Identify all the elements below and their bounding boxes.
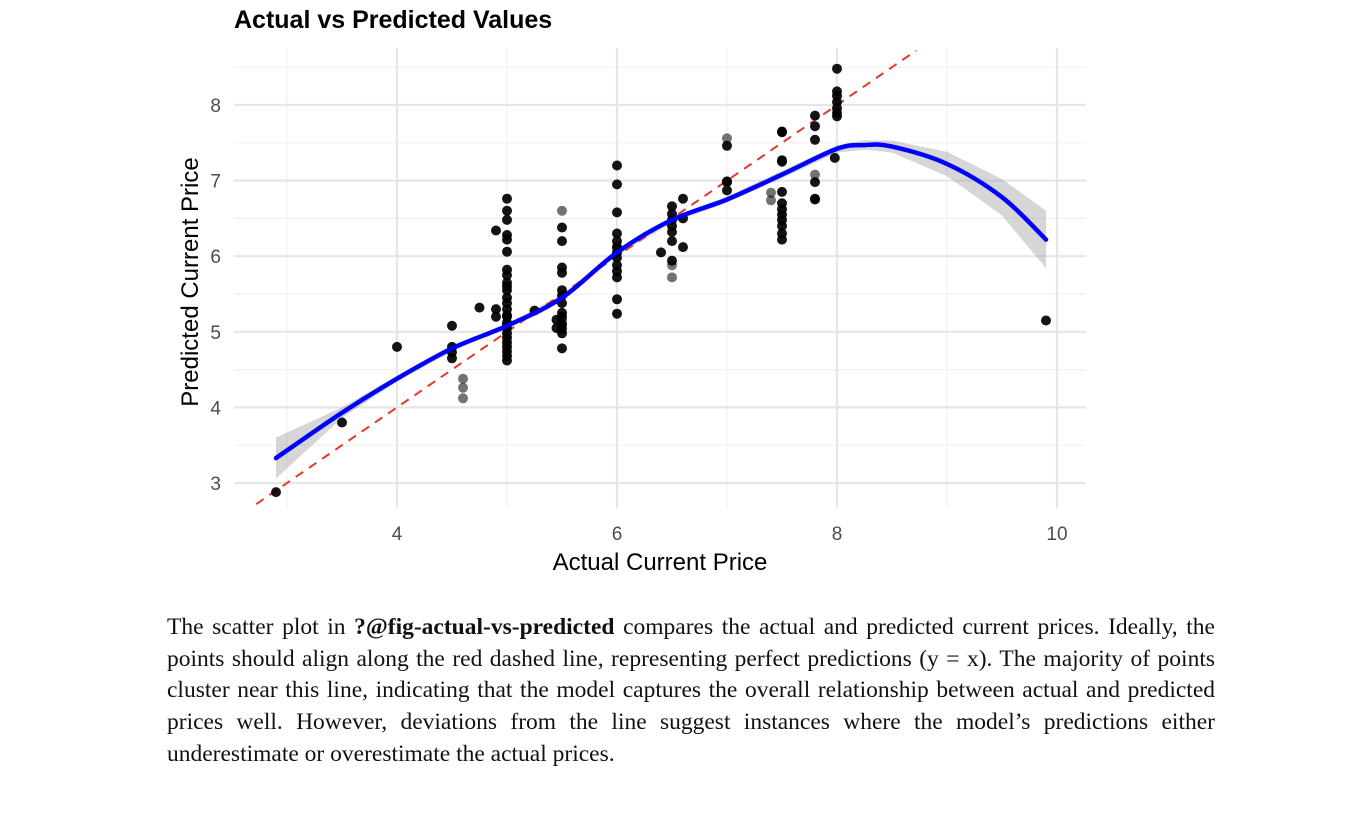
data-point (491, 304, 501, 315)
data-point (810, 194, 820, 205)
data-point (502, 214, 512, 225)
x-axis-label: Actual Current Price (553, 549, 768, 576)
data-point (447, 353, 457, 364)
y-tick-label: 3 (210, 474, 221, 495)
y-axis-label: Predicted Current Price (177, 157, 204, 406)
figure-reference: ?@fig-actual-vs-predicted (354, 614, 615, 640)
actual-vs-predicted-chart: Actual vs Predicted Values 4 6 8 10 345678 … (177, 6, 1086, 576)
data-point (612, 207, 622, 218)
data-point (766, 195, 776, 206)
data-point (667, 227, 677, 237)
data-point (474, 302, 485, 313)
confidence-band (276, 140, 1046, 479)
x-tick-label: 8 (832, 524, 843, 545)
data-point (832, 63, 842, 74)
y-tick-label: 7 (210, 172, 221, 193)
data-point (667, 236, 677, 247)
data-point (502, 205, 512, 216)
data-point (557, 222, 567, 233)
data-point (458, 393, 468, 404)
data-point (502, 311, 512, 322)
data-point (678, 242, 688, 253)
data-point (612, 294, 622, 305)
chart-title: Actual vs Predicted Values (234, 6, 552, 34)
data-point (722, 133, 732, 144)
data-point (810, 121, 820, 132)
y-tick-label: 8 (210, 96, 221, 117)
x-tick-label: 10 (1046, 524, 1067, 545)
y-axis-ticks: 3 4 5 6 7 8 (210, 96, 221, 495)
y-tick-label: 6 (210, 247, 221, 268)
data-point (502, 281, 512, 292)
data-point (810, 110, 820, 121)
data-point (612, 308, 622, 319)
x-tick-label: 4 (392, 524, 403, 545)
figure-caption: The scatter plot in ?@fig-actual-vs-pred… (167, 612, 1215, 771)
y-tick-label: 5 (210, 323, 221, 344)
x-tick-label: 6 (612, 524, 623, 545)
data-point (502, 270, 512, 281)
data-point (557, 319, 567, 330)
minor-grid (234, 48, 1086, 508)
caption-body: compares the actual and predicted curren… (167, 614, 1215, 767)
data-point (502, 234, 512, 245)
data-point (777, 234, 787, 245)
data-point (557, 236, 567, 247)
data-point (810, 169, 820, 180)
smooth-trend-line (273, 142, 1049, 461)
data-point (832, 111, 842, 122)
data-point (667, 201, 677, 212)
data-point (678, 193, 688, 204)
data-point (667, 260, 677, 271)
data-point (722, 177, 732, 188)
data-point (458, 382, 468, 393)
data-point (829, 152, 840, 163)
data-point (447, 320, 457, 331)
data-point (777, 127, 787, 138)
data-point (667, 272, 677, 283)
major-grid (234, 48, 1086, 508)
data-point (557, 328, 567, 339)
data-point (612, 272, 622, 283)
data-point (722, 140, 732, 151)
data-point (491, 225, 501, 236)
data-point (766, 187, 776, 198)
x-axis-ticks: 4 6 8 10 (392, 524, 1068, 545)
data-point (612, 179, 622, 190)
data-point (777, 221, 787, 231)
data-point (722, 185, 732, 196)
data-point (458, 373, 468, 384)
data-point (271, 487, 281, 498)
data-point (557, 205, 567, 216)
data-point (502, 193, 512, 204)
data-point (1041, 315, 1051, 326)
data-point (777, 156, 787, 167)
data-point (612, 160, 622, 171)
data-point (491, 311, 501, 322)
data-point (502, 355, 512, 366)
data-point (612, 228, 622, 239)
data-points (271, 63, 1051, 498)
data-point (557, 267, 567, 278)
caption-prefix: The scatter plot in (167, 614, 355, 640)
data-point (777, 186, 787, 197)
data-point (557, 343, 567, 354)
data-point (337, 417, 347, 428)
data-point (656, 247, 666, 258)
data-point (810, 177, 820, 188)
data-point (810, 134, 820, 145)
y-tick-label: 4 (210, 398, 221, 419)
data-point (392, 341, 402, 352)
data-point (502, 246, 512, 257)
